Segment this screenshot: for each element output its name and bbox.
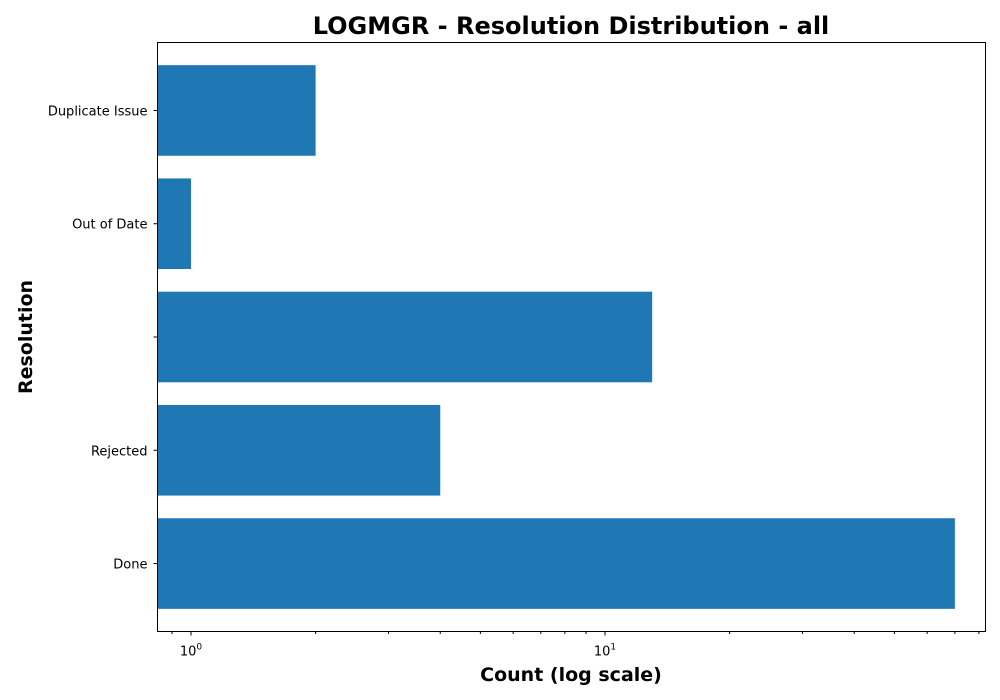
y-tick-label: Duplicate Issue (48, 104, 148, 119)
x-tick-label: 100 (180, 643, 203, 660)
bar (157, 65, 316, 156)
y-tick-label: Out of Date (72, 218, 147, 233)
x-tick-label: 101 (594, 643, 616, 660)
bar (157, 404, 441, 496)
bar (157, 178, 192, 270)
chart-title: LOGMGR - Resolution Distribution - all (313, 12, 830, 40)
y-ticks-group: Done Rejected Out of Date Duplicate Issue (48, 104, 158, 573)
bar (157, 518, 955, 609)
x-ticks-group: 100 101 (171, 631, 980, 660)
bar (157, 291, 653, 383)
y-tick-label: Rejected (91, 444, 148, 459)
plot-frame (157, 42, 986, 632)
x-axis-label: Count (log scale) (480, 664, 662, 686)
y-tick-label: Done (113, 558, 147, 573)
y-axis-label: Resolution (15, 280, 37, 394)
bars-group (157, 65, 955, 609)
